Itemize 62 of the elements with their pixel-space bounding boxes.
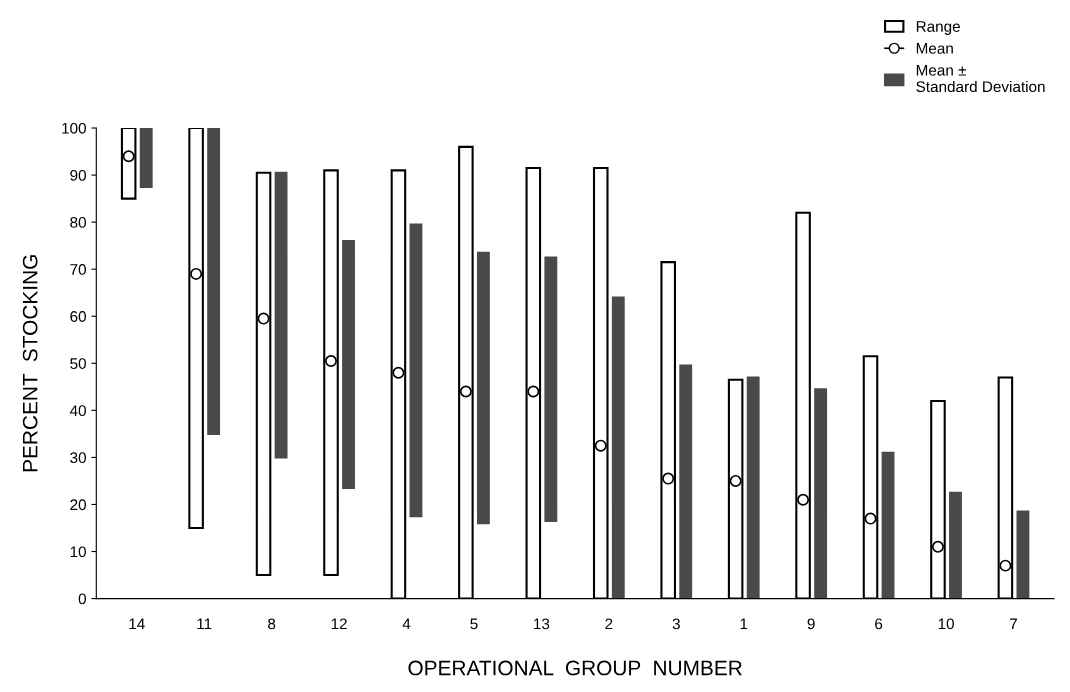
bar — [274, 171, 288, 459]
y-tick-label: 80 — [70, 217, 86, 228]
point — [459, 385, 472, 398]
legend-label: Mean — [916, 43, 953, 54]
y-tick-label: 30 — [70, 452, 86, 464]
bar — [544, 256, 558, 522]
bar — [476, 251, 490, 525]
x-axis-title: OPERATIONAL GROUP NUMBER — [408, 660, 742, 676]
y-tick-label: 0 — [78, 593, 86, 605]
bar — [188, 128, 204, 530]
y-tick-label: 50 — [70, 358, 86, 369]
point — [594, 439, 607, 452]
legend-label: Range — [916, 21, 960, 35]
bar — [323, 169, 339, 577]
bar — [1016, 510, 1030, 599]
x-tick-label: 6 — [875, 618, 883, 630]
point — [662, 472, 675, 485]
bar — [746, 376, 760, 599]
bar — [409, 223, 423, 518]
y-tick-label: 100 — [62, 122, 86, 134]
bar — [949, 491, 962, 599]
point — [122, 150, 135, 163]
x-tick-label: 5 — [470, 618, 478, 630]
point — [257, 312, 270, 325]
bar — [120, 128, 137, 200]
x-tick-label: 1 — [740, 618, 748, 630]
bar — [139, 128, 153, 188]
y-tick-label: 20 — [70, 499, 86, 511]
point — [190, 267, 203, 280]
x-tick-label: 13 — [534, 618, 550, 630]
point — [392, 366, 405, 379]
x-tick-label: 3 — [672, 618, 680, 630]
point — [931, 540, 944, 553]
bar — [881, 451, 895, 599]
x-tick-label: 7 — [1010, 618, 1017, 630]
x-tick-label: 2 — [605, 618, 613, 630]
point — [527, 385, 540, 398]
y-tick-label: 40 — [69, 405, 86, 417]
x-tick-label: 9 — [807, 618, 815, 630]
bar — [342, 239, 355, 490]
bar — [207, 128, 221, 435]
x-tick-label: 4 — [402, 618, 411, 630]
y-tick-label: 70 — [70, 264, 86, 275]
point — [797, 493, 810, 506]
bar — [814, 388, 828, 599]
y-tick-label: 90 — [70, 169, 86, 181]
point — [999, 559, 1012, 572]
x-tick-label: 12 — [331, 618, 347, 630]
y-axis-title: PERCENT STOCKING — [22, 255, 38, 472]
point — [325, 354, 337, 367]
bar — [679, 364, 693, 599]
x-tick-label: 8 — [268, 618, 276, 630]
bar — [611, 296, 625, 599]
y-tick-label: 60 — [70, 311, 86, 322]
y-tick-label: 10 — [70, 546, 86, 558]
legend-label: Mean ± Standard Deviation — [916, 64, 1045, 93]
x-tick-label: 11 — [197, 618, 212, 630]
point — [729, 474, 742, 487]
x-tick-label: 10 — [938, 618, 954, 630]
bar — [255, 171, 272, 577]
point — [864, 512, 877, 525]
x-tick-label: 14 — [129, 618, 145, 630]
